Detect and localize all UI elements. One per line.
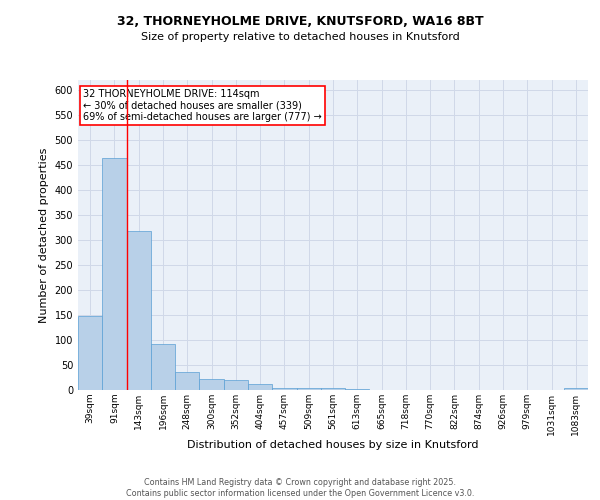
Text: Contains HM Land Registry data © Crown copyright and database right 2025.
Contai: Contains HM Land Registry data © Crown c… xyxy=(126,478,474,498)
Bar xyxy=(224,380,248,390)
Bar xyxy=(175,372,199,390)
Text: 32 THORNEYHOLME DRIVE: 114sqm
← 30% of detached houses are smaller (339)
69% of : 32 THORNEYHOLME DRIVE: 114sqm ← 30% of d… xyxy=(83,90,322,122)
Bar xyxy=(272,388,296,390)
Bar xyxy=(564,388,588,390)
Bar xyxy=(345,389,370,390)
Bar xyxy=(102,158,127,390)
Bar xyxy=(78,316,102,390)
Bar xyxy=(296,388,321,390)
X-axis label: Distribution of detached houses by size in Knutsford: Distribution of detached houses by size … xyxy=(187,440,479,450)
Bar xyxy=(199,378,224,390)
Y-axis label: Number of detached properties: Number of detached properties xyxy=(39,148,49,322)
Bar xyxy=(151,344,175,390)
Bar xyxy=(127,231,151,390)
Bar xyxy=(248,384,272,390)
Bar xyxy=(321,388,345,390)
Text: Size of property relative to detached houses in Knutsford: Size of property relative to detached ho… xyxy=(140,32,460,42)
Text: 32, THORNEYHOLME DRIVE, KNUTSFORD, WA16 8BT: 32, THORNEYHOLME DRIVE, KNUTSFORD, WA16 … xyxy=(116,15,484,28)
